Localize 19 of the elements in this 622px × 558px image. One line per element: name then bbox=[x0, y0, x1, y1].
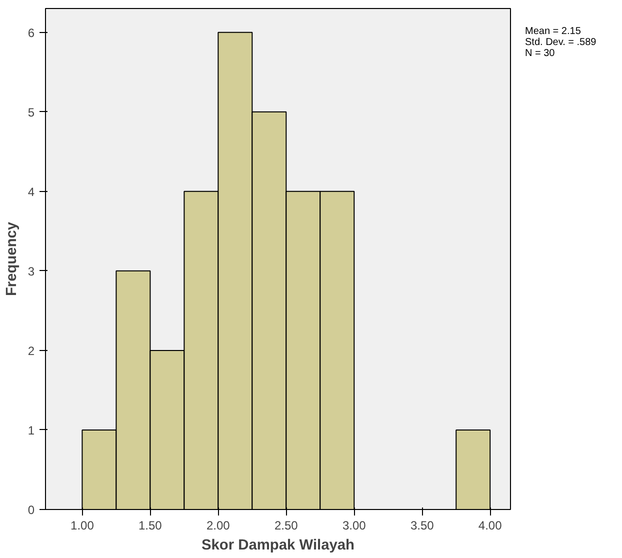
text: Mean = 2.15 bbox=[525, 26, 581, 37]
text: Std. Dev. = .589 bbox=[525, 37, 596, 48]
x-tick-label: 4.00 bbox=[478, 518, 502, 532]
y-tick-label: 5 bbox=[28, 105, 35, 120]
x-tick-label: 2.50 bbox=[274, 518, 298, 532]
x-tick-label: 3.50 bbox=[410, 518, 434, 532]
y-tick-label: 2 bbox=[28, 344, 35, 358]
x-tick-label: 2.00 bbox=[206, 518, 230, 532]
x-tick-label: 1.00 bbox=[70, 518, 94, 532]
x-tick-label: 1.50 bbox=[138, 518, 162, 532]
y-tick-label: 1 bbox=[28, 423, 35, 438]
y-tick-label: 4 bbox=[28, 184, 35, 199]
y-tick-label: 6 bbox=[28, 26, 35, 40]
x-axis-title: Skor Dampak Wilayah bbox=[202, 538, 355, 554]
x-tick-label: 3.00 bbox=[342, 518, 366, 532]
text: N = 30 bbox=[525, 48, 555, 59]
y-tick-label: 0 bbox=[28, 503, 35, 517]
y-axis-title: Frequency bbox=[4, 221, 20, 296]
y-tick-label: 3 bbox=[28, 264, 35, 278]
